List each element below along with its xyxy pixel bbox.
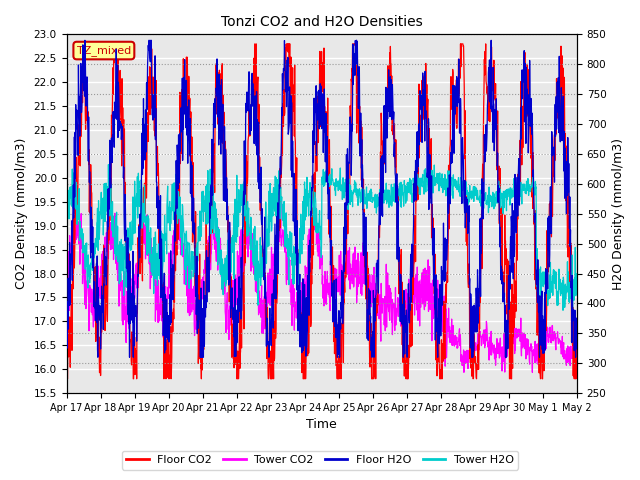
Text: TZ_mixed: TZ_mixed [77,45,131,56]
Y-axis label: CO2 Density (mmol/m3): CO2 Density (mmol/m3) [15,138,28,289]
X-axis label: Time: Time [307,419,337,432]
Legend: Floor CO2, Tower CO2, Floor H2O, Tower H2O: Floor CO2, Tower CO2, Floor H2O, Tower H… [122,451,518,469]
Title: Tonzi CO2 and H2O Densities: Tonzi CO2 and H2O Densities [221,15,422,29]
Y-axis label: H2O Density (mmol/m3): H2O Density (mmol/m3) [612,138,625,290]
